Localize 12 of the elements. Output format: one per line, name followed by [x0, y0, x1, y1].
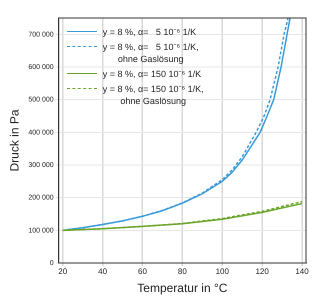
x-tick-label: 60 [138, 267, 148, 276]
legend-label: y = 8 %, α= 150 10⁻⁶ 1/K, ohne Gaslösung [102, 83, 204, 107]
legend-label: y = 8 %, α= 150 10⁻⁶ 1/K [102, 68, 202, 80]
x-axis-title: Temperatur in °C [137, 281, 228, 296]
x-tick-label: 120 [255, 267, 270, 276]
x-tick-label: 20 [58, 267, 68, 276]
legend-label: y = 8 %, α= 5 10⁻⁶ 1/K [102, 26, 196, 38]
x-tick-label: 40 [98, 267, 108, 276]
y-axis-title: Druck in Pa [8, 109, 22, 172]
x-tick-label: 140 [295, 267, 310, 276]
x-tick-label: 80 [178, 267, 188, 276]
x-tick-label: 100 [216, 267, 230, 276]
